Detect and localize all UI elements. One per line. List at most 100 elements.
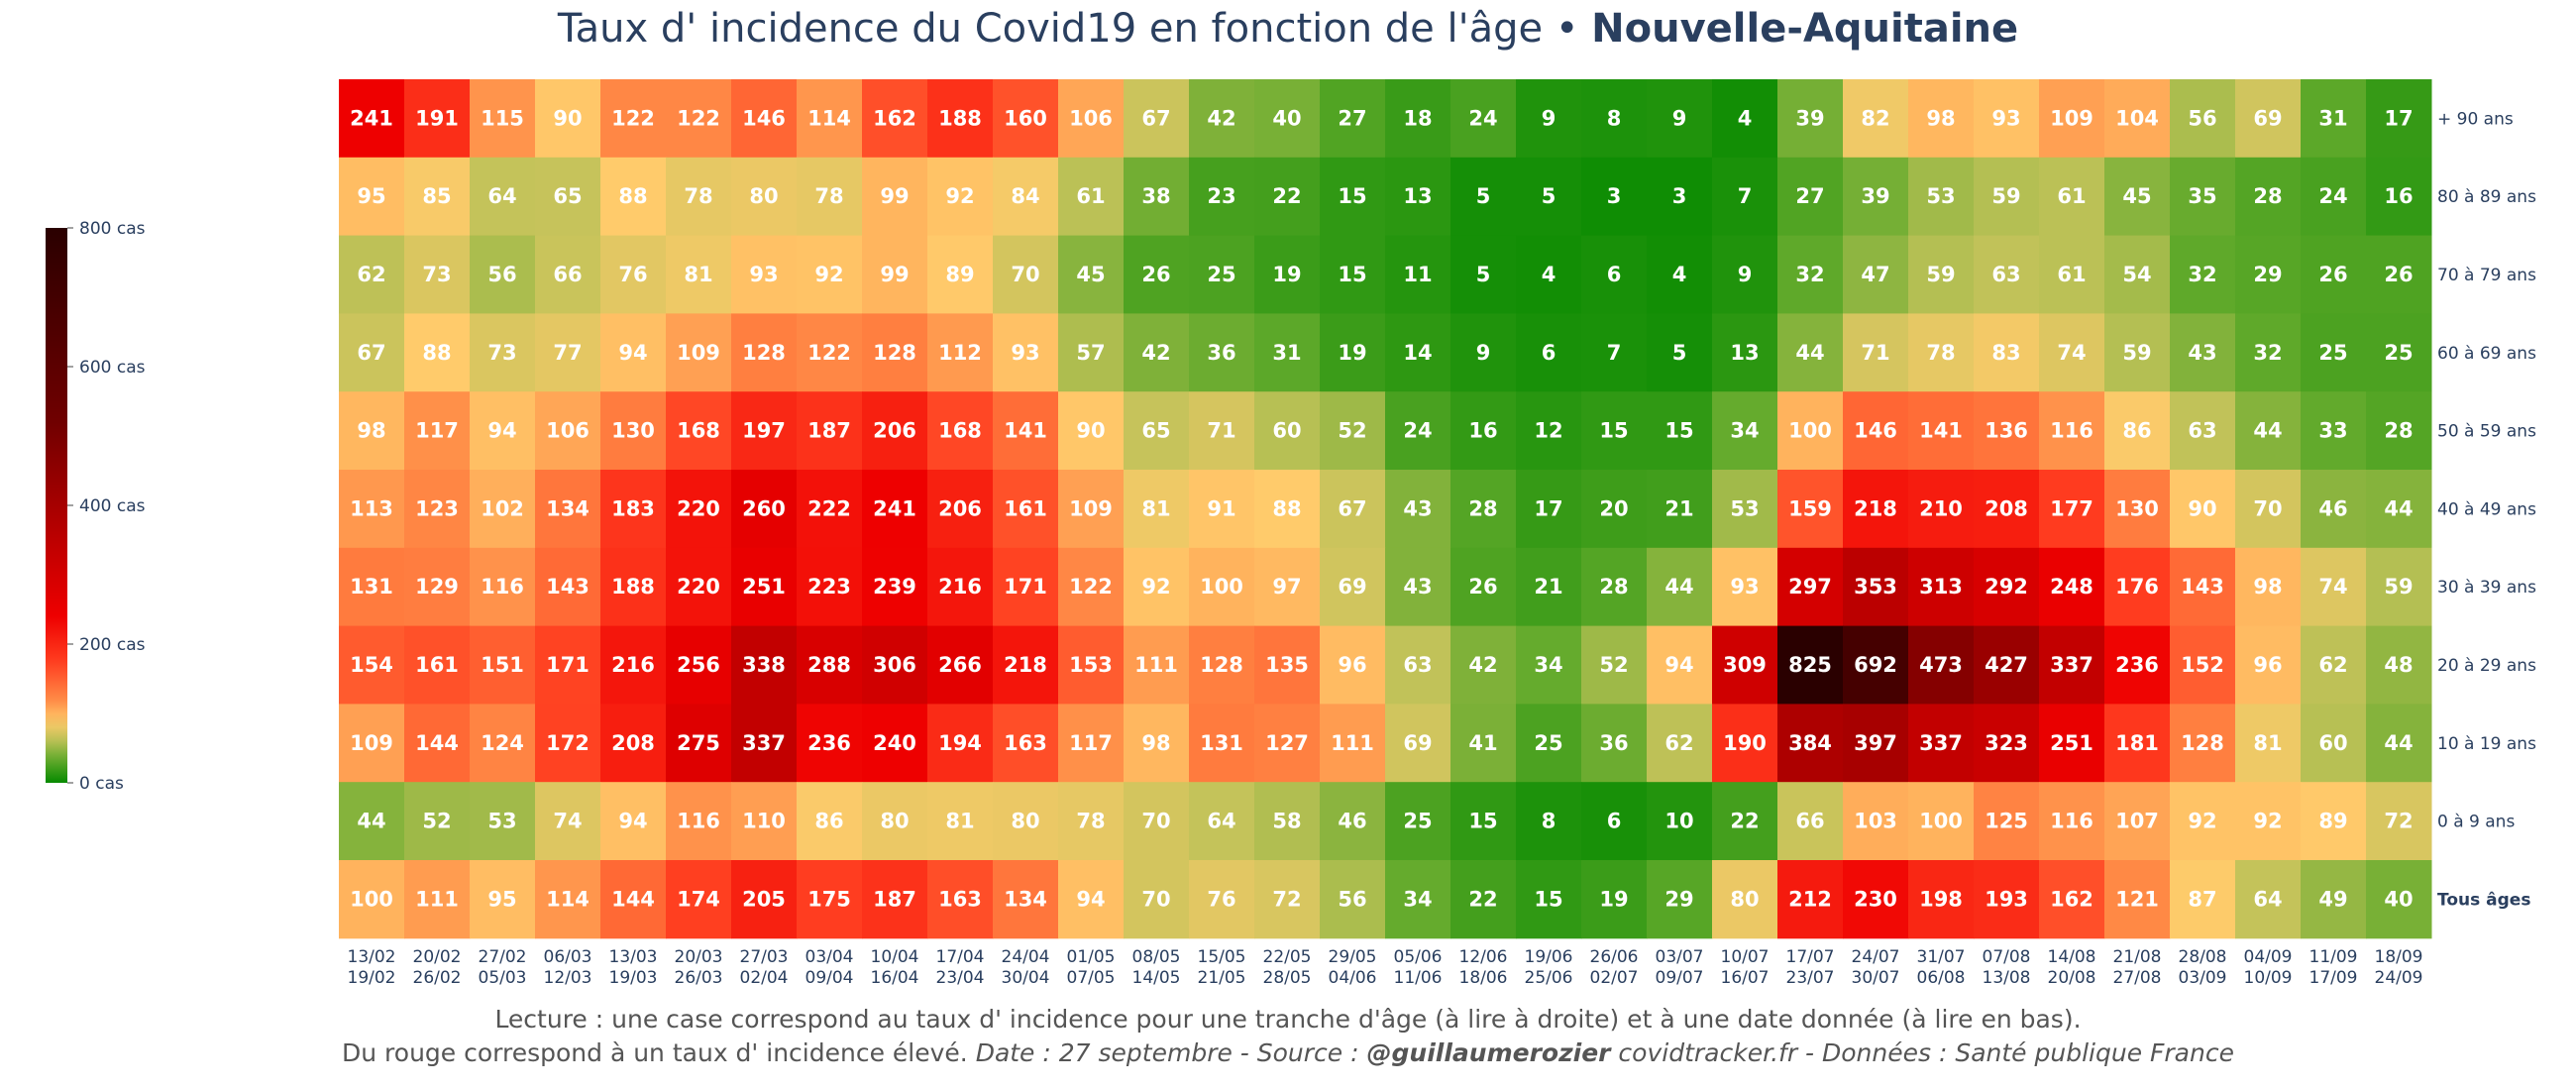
cell-value-label: 251 <box>742 575 786 599</box>
cell-value-label: 66 <box>553 263 582 286</box>
heatmap-cell <box>1908 860 1975 939</box>
x-tick-label: 31/07 06/08 <box>1917 947 1966 988</box>
heatmap-cell <box>1124 157 1190 237</box>
heatmap-cell <box>1516 391 1582 471</box>
cell-value-label: 15 <box>1468 810 1497 833</box>
cell-value-label: 309 <box>1723 653 1767 677</box>
cell-value-label: 83 <box>1991 341 2020 365</box>
x-tick-label: 21/08 27/08 <box>2113 947 2162 988</box>
cell-value-label: 84 <box>1011 184 1039 208</box>
heatmap-cell <box>1254 313 1321 392</box>
cell-value-label: 116 <box>481 575 524 599</box>
heatmap-cell <box>2366 782 2432 861</box>
cell-value-label: 29 <box>2253 263 2282 286</box>
heatmap-cell <box>535 860 601 939</box>
heatmap-cell <box>339 625 405 705</box>
heatmap-cell <box>927 860 994 939</box>
chart-title: Taux d' incidence du Covid19 en fonction… <box>0 6 2576 52</box>
heatmap-cell <box>1385 313 1451 392</box>
heatmap-cell <box>666 782 732 861</box>
heatmap-cell <box>1189 782 1255 861</box>
heatmap-cell <box>1516 860 1582 939</box>
x-tick-label: 11/09 17/09 <box>2309 947 2358 988</box>
cell-value-label: 19 <box>1338 341 1366 365</box>
cell-value-label: 40 <box>2384 887 2413 911</box>
cell-value-label: 63 <box>2188 419 2216 443</box>
heatmap-cell <box>1974 313 2040 392</box>
cell-value-label: 134 <box>1004 887 1047 911</box>
heatmap-cell <box>404 391 471 471</box>
heatmap-cell <box>2039 470 2105 549</box>
x-tick-label: 17/07 23/07 <box>1786 947 1835 988</box>
heatmap-cell <box>1647 157 1713 237</box>
heatmap-cell <box>2366 860 2432 939</box>
heatmap-cell <box>1450 782 1517 861</box>
heatmap-cell <box>2235 547 2302 627</box>
heatmap-cell <box>2170 391 2236 471</box>
cell-value-label: 36 <box>1599 731 1628 755</box>
cell-value-label: 44 <box>1664 575 1693 599</box>
heatmap-cell <box>339 313 405 392</box>
heatmap-cell <box>1385 157 1451 237</box>
heatmap-cell <box>2366 470 2432 549</box>
cell-value-label: 88 <box>618 184 647 208</box>
heatmap-cell <box>862 625 928 705</box>
heatmap-cell <box>1189 313 1255 392</box>
cell-value-label: 97 <box>1272 575 1301 599</box>
row-label: 20 à 29 ans <box>2437 656 2536 676</box>
heatmap-cell <box>1058 782 1125 861</box>
cell-value-label: 222 <box>807 496 851 520</box>
heatmap-cell <box>1843 79 1909 159</box>
cell-value-label: 56 <box>487 263 516 286</box>
heatmap-cell <box>2301 625 2367 705</box>
heatmap-cell <box>600 235 667 314</box>
heatmap-cell <box>1450 79 1517 159</box>
cell-value-label: 78 <box>1076 810 1105 833</box>
heatmap-cell <box>1124 235 1190 314</box>
heatmap-cell <box>600 782 667 861</box>
cell-value-label: 239 <box>873 575 916 599</box>
heatmap-cell <box>1712 782 1778 861</box>
heatmap-cell <box>1189 157 1255 237</box>
heatmap-cell <box>666 470 732 549</box>
cell-value-label: 5 <box>1542 184 1556 208</box>
cell-value-label: 22 <box>1272 184 1301 208</box>
heatmap-cell <box>1254 470 1321 549</box>
heatmap-cell <box>1189 470 1255 549</box>
cell-value-label: 121 <box>2115 887 2159 911</box>
heatmap-cell <box>1385 391 1451 471</box>
cell-value-label: 153 <box>1069 653 1113 677</box>
cell-value-label: 176 <box>2115 575 2159 599</box>
x-tick-label: 19/06 25/06 <box>1525 947 1573 988</box>
cell-value-label: 313 <box>1919 575 1963 599</box>
cell-value-label: 130 <box>2115 496 2159 520</box>
heatmap-cell <box>1124 313 1190 392</box>
heatmap-cell <box>1974 860 2040 939</box>
heatmap-cell <box>600 157 667 237</box>
cell-value-label: 9 <box>1542 106 1556 130</box>
heatmap-cell <box>862 704 928 783</box>
heatmap-cell <box>535 157 601 237</box>
cell-value-label: 5 <box>1476 184 1491 208</box>
heatmap-cell <box>1843 157 1909 237</box>
heatmap-cell <box>2104 704 2171 783</box>
cell-value-label: 19 <box>1272 263 1301 286</box>
cell-value-label: 70 <box>1141 887 1170 911</box>
heatmap-cell <box>1450 157 1517 237</box>
x-tick-label: 03/04 09/04 <box>805 947 854 988</box>
row-label: 70 à 79 ans <box>2437 266 2536 285</box>
cell-value-label: 34 <box>1730 419 1759 443</box>
cell-value-label: 162 <box>873 106 916 130</box>
cell-value-label: 59 <box>2384 575 2413 599</box>
cell-value-label: 125 <box>1985 810 2028 833</box>
heatmap-cell <box>1777 625 1844 705</box>
x-tick-label: 13/03 19/03 <box>609 947 658 988</box>
heatmap-cell <box>2366 391 2432 471</box>
heatmap-cell <box>927 313 994 392</box>
colorbar-tick-label: 400 cas <box>79 496 146 516</box>
heatmap-cell <box>1189 79 1255 159</box>
heatmap-cell <box>1974 79 2040 159</box>
cell-value-label: 236 <box>807 731 851 755</box>
cell-value-label: 177 <box>2050 496 2093 520</box>
heatmap-cell <box>1320 704 1386 783</box>
